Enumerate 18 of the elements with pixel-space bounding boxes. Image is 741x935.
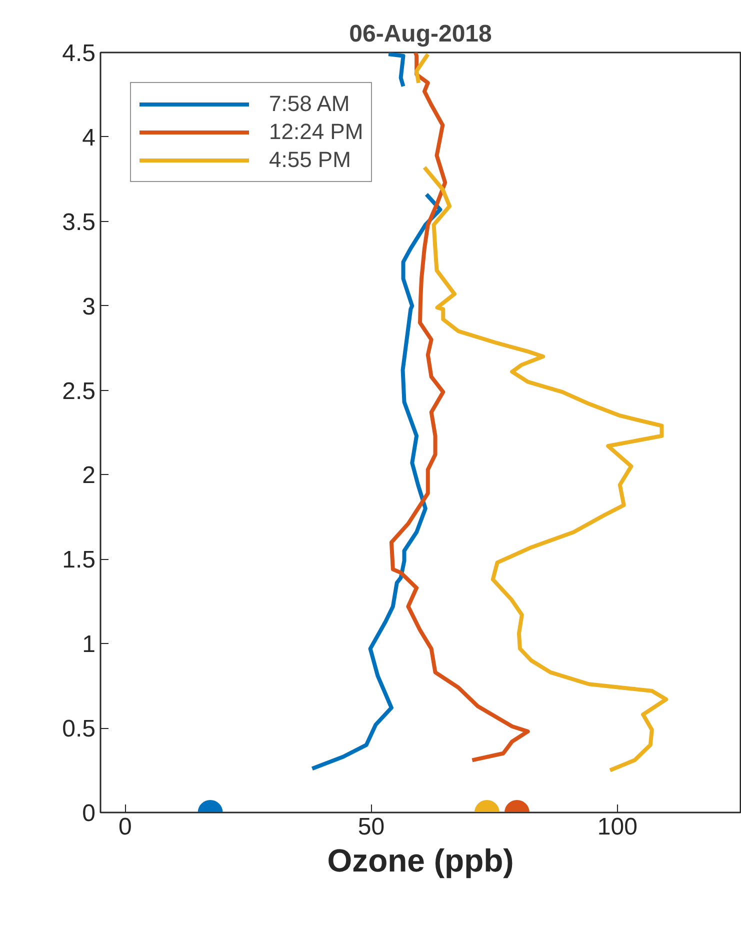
y-tick-label: 4.5 — [62, 40, 96, 67]
x-tick-label: 50 — [358, 814, 385, 840]
y-tick-label: 0.5 — [62, 716, 96, 743]
legend-label: 4:55 PM — [269, 147, 351, 173]
line-series — [389, 52, 530, 762]
chart-title: 06-Aug-2018 — [349, 20, 492, 48]
y-tick-label: 3.5 — [62, 208, 96, 236]
legend-label: 12:24 PM — [269, 119, 364, 145]
legend-label: 7:58 AM — [269, 91, 350, 117]
x-axis-title: Ozone (ppb) — [327, 842, 514, 878]
y-tick-label: 1 — [82, 631, 96, 658]
y-tick-label: 1.5 — [62, 546, 96, 574]
x-tick-label: 0 — [118, 814, 132, 840]
y-tick-label: 2.5 — [62, 378, 96, 405]
x-tick-label: 100 — [597, 814, 638, 840]
y-tick-label: 4 — [82, 124, 96, 152]
y-tick-label: 2 — [82, 462, 96, 490]
y-tick-label: 3 — [82, 293, 96, 320]
